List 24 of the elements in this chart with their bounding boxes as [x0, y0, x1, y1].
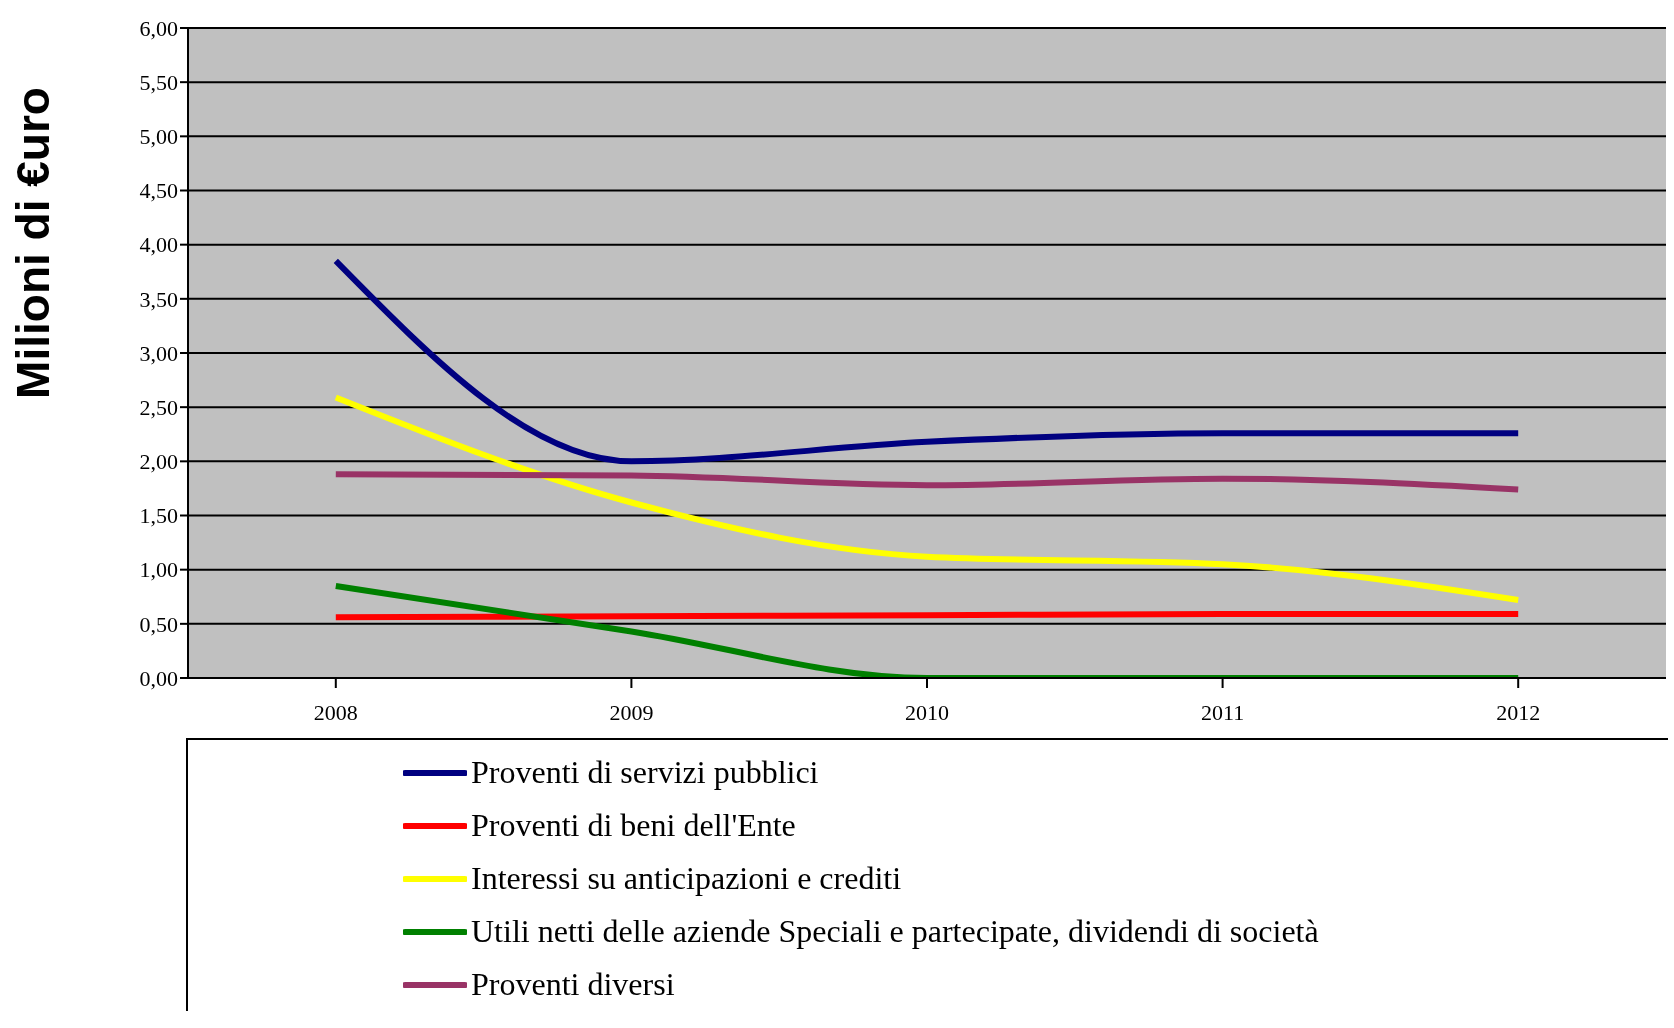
y-tick-label: 1,50 [139, 503, 178, 529]
legend-label: Utili netti delle aziende Speciali e partecipate, dividendi di società [471, 913, 1319, 950]
x-tick-label: 2008 [313, 699, 358, 725]
y-tick-label: 5,00 [139, 124, 178, 150]
y-tick-label: 6,00 [139, 15, 178, 41]
y-tick-label: 2,50 [139, 394, 178, 420]
legend-label: Proventi diversi [471, 966, 675, 1003]
legend-label: Proventi di servizi pubblici [471, 754, 819, 791]
y-tick-label: 5,50 [139, 69, 178, 95]
y-tick-label: 0,50 [139, 611, 178, 637]
y-tick-label: 4,00 [139, 232, 178, 258]
y-tick-label: 0,00 [139, 665, 178, 691]
y-axis-title: Milioni di €uro [7, 87, 60, 399]
y-tick-label: 4,50 [139, 178, 178, 204]
y-tick-label: 3,00 [139, 340, 178, 366]
x-tick-label: 2011 [1201, 699, 1245, 725]
y-tick-label: 2,00 [139, 449, 178, 475]
y-tick-label: 1,00 [139, 557, 178, 583]
x-tick-label: 2009 [609, 699, 654, 725]
x-tick-label: 2012 [1496, 699, 1541, 725]
y-tick-label: 3,50 [139, 286, 178, 312]
x-tick-label: 2010 [905, 699, 949, 725]
legend-label: Interessi su anticipazioni e crediti [471, 860, 902, 897]
legend-label: Proventi di beni dell'Ente [471, 807, 796, 844]
